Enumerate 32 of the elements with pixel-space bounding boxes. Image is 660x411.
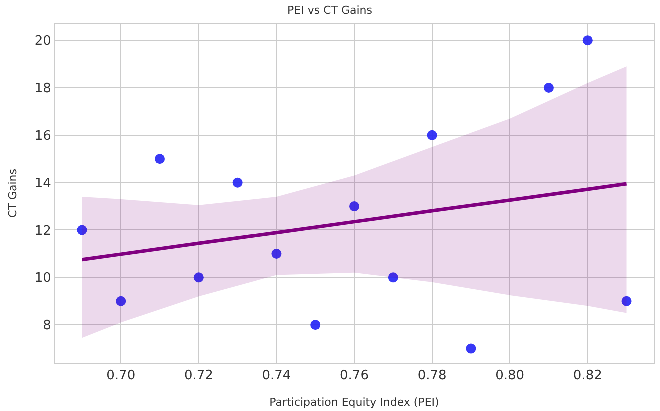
x-tick-label: 0.76: [340, 368, 369, 384]
y-axis-title: CT Gains: [6, 168, 20, 218]
point: [427, 130, 438, 140]
x-tick-label: 0.82: [573, 368, 602, 384]
x-axis-title: Participation Equity Index (PEI): [270, 396, 440, 409]
point: [77, 225, 88, 236]
point: [582, 36, 593, 46]
point: [310, 320, 321, 330]
point: [544, 83, 554, 94]
x-tick-label: 0.74: [262, 368, 292, 384]
point: [155, 154, 166, 164]
point: [466, 344, 476, 354]
point: [388, 272, 398, 283]
point: [622, 296, 632, 306]
x-tick-label: 0.70: [106, 368, 136, 384]
point: [232, 178, 243, 188]
point: [194, 272, 204, 283]
y-tick-label: 12: [34, 224, 52, 239]
y-tick-label: 18: [34, 82, 52, 97]
y-tick-label: 20: [34, 34, 52, 50]
chart-title: PEI vs CT Gains: [288, 4, 373, 17]
x-tick-label: 0.78: [418, 368, 447, 384]
y-tick-label: 8: [43, 318, 52, 334]
y-tick-label: 10: [34, 271, 52, 286]
point: [116, 296, 126, 306]
x-tick-label: 0.80: [496, 368, 525, 384]
x-tick-label: 0.72: [184, 368, 214, 384]
line-series: [80, 182, 629, 262]
y-tick-label: 14: [34, 176, 52, 192]
point: [272, 248, 282, 259]
y-tick-label: 16: [34, 128, 52, 144]
point: [350, 202, 360, 212]
